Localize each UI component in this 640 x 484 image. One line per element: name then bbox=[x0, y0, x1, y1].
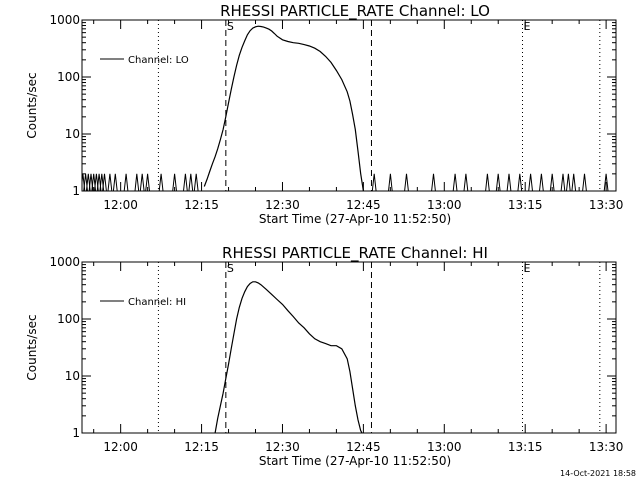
chart-title: RHESSI PARTICLE_RATE Channel: HI bbox=[222, 244, 488, 263]
data-series-line bbox=[215, 282, 363, 436]
y-tick-label: 100 bbox=[57, 70, 80, 84]
x-tick-label: 12:45 bbox=[346, 198, 381, 212]
event-marker-label: S bbox=[227, 262, 234, 275]
event-marker-label: E bbox=[524, 20, 531, 33]
plot-frame bbox=[82, 262, 616, 433]
noise-spike bbox=[135, 174, 139, 191]
event-marker-label: S bbox=[227, 20, 234, 33]
legend-label: Channel: LO bbox=[128, 55, 189, 66]
y-tick-label: 1000 bbox=[49, 255, 80, 269]
y-tick-label: 10 bbox=[65, 369, 80, 383]
x-tick-label: 13:30 bbox=[589, 198, 624, 212]
x-tick-label: 12:45 bbox=[346, 440, 381, 454]
noise-spike bbox=[453, 174, 457, 191]
chart-title: RHESSI PARTICLE_RATE Channel: LO bbox=[220, 2, 490, 21]
noise-spike bbox=[405, 174, 409, 191]
x-tick-label: 13:00 bbox=[427, 440, 462, 454]
y-tick-label: 10 bbox=[65, 127, 80, 141]
noise-spike bbox=[124, 174, 128, 191]
noise-spike bbox=[464, 174, 468, 191]
x-tick-label: 12:30 bbox=[265, 198, 300, 212]
noise-spike bbox=[108, 174, 112, 191]
noise-spike bbox=[159, 174, 163, 191]
data-series-line bbox=[204, 26, 363, 191]
noise-spike bbox=[140, 174, 144, 191]
y-tick-label: 1 bbox=[72, 426, 80, 440]
noise-spike bbox=[583, 174, 587, 191]
event-marker-label: E bbox=[524, 262, 531, 275]
noise-spike bbox=[372, 174, 376, 191]
chart-panel-2: RHESSI PARTICLE_RATE Channel: HI 1 10 100 10… bbox=[25, 244, 623, 468]
y-tick-label: 100 bbox=[57, 312, 80, 326]
x-tick-label: 13:30 bbox=[589, 440, 624, 454]
noise-spike bbox=[561, 174, 565, 191]
noise-spike bbox=[113, 174, 117, 191]
x-tick-label: 13:15 bbox=[508, 198, 543, 212]
chart-panel-1: RHESSI PARTICLE_RATE Channel: LO 1 10 100 10… bbox=[25, 2, 623, 226]
noise-spike bbox=[103, 174, 107, 191]
x-tick-label: 12:15 bbox=[184, 198, 219, 212]
y-tick-label: 1000 bbox=[49, 13, 80, 27]
x-tick-label: 12:15 bbox=[184, 440, 219, 454]
y-axis-label: Counts/sec bbox=[25, 314, 39, 380]
noise-spike bbox=[432, 174, 436, 191]
plot-area bbox=[215, 282, 363, 436]
x-tick-label: 13:00 bbox=[427, 198, 462, 212]
legend-label: Channel: HI bbox=[128, 297, 186, 308]
plot-area bbox=[81, 26, 608, 191]
y-tick-label: 1 bbox=[72, 184, 80, 198]
x-axis-label: Start Time (27-Apr-10 11:52:50) bbox=[259, 212, 451, 226]
x-axis-label: Start Time (27-Apr-10 11:52:50) bbox=[259, 454, 451, 468]
noise-spike bbox=[189, 174, 193, 191]
noise-spike bbox=[572, 174, 576, 191]
noise-spike bbox=[184, 174, 188, 191]
x-tick-label: 12:30 bbox=[265, 440, 300, 454]
plot-frame bbox=[82, 20, 616, 191]
noise-spike bbox=[507, 174, 511, 191]
noise-spike bbox=[486, 174, 490, 191]
noise-spike bbox=[567, 174, 571, 191]
noise-spike bbox=[518, 174, 522, 191]
noise-spike bbox=[529, 174, 533, 191]
y-axis-label: Counts/sec bbox=[25, 72, 39, 138]
noise-spike bbox=[540, 174, 544, 191]
x-tick-label: 12:00 bbox=[103, 198, 138, 212]
x-tick-label: 12:00 bbox=[103, 440, 138, 454]
x-tick-label: 13:15 bbox=[508, 440, 543, 454]
footer-timestamp: 14-Oct-2021 18:58 bbox=[560, 469, 636, 478]
noise-spike bbox=[194, 174, 198, 191]
